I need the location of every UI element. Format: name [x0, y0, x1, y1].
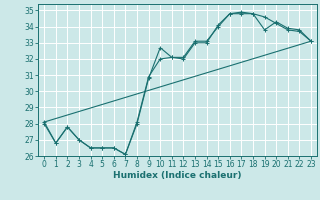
- X-axis label: Humidex (Indice chaleur): Humidex (Indice chaleur): [113, 171, 242, 180]
